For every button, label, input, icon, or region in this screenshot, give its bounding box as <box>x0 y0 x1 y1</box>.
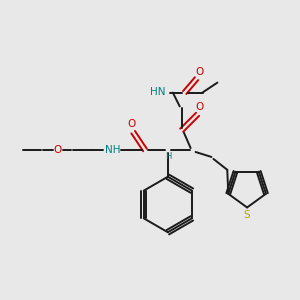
Text: O: O <box>54 145 62 155</box>
Text: S: S <box>244 210 250 220</box>
Text: O: O <box>195 67 204 77</box>
Text: NH: NH <box>105 145 120 155</box>
Text: O: O <box>195 102 204 112</box>
Text: O: O <box>127 119 135 129</box>
Text: H: H <box>165 152 171 161</box>
Text: HN: HN <box>150 86 166 97</box>
